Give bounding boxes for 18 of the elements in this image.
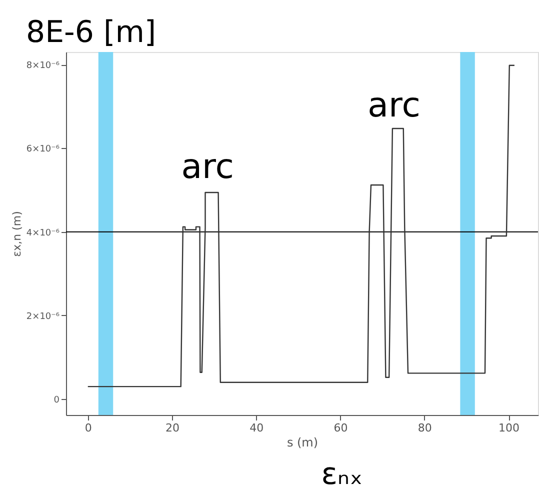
x-tick-label: 80 bbox=[418, 422, 432, 434]
x-tick-label: 40 bbox=[250, 422, 264, 434]
annotation: arc bbox=[368, 85, 420, 126]
y-tick-label: 2×10⁻⁶ bbox=[26, 312, 60, 322]
y-axis-title: εx,n (m) bbox=[10, 211, 24, 257]
x-tick-label: 0 bbox=[84, 422, 92, 434]
chart-title: 8E-6 [m] bbox=[26, 15, 156, 50]
x-tick-label: 20 bbox=[166, 422, 180, 434]
y-tick-label: 4×10⁻⁶ bbox=[26, 228, 60, 238]
y-tick-label: 6×10⁻⁶ bbox=[26, 144, 60, 155]
x-axis-title: s (m) bbox=[286, 436, 318, 450]
text: εₙₓ bbox=[321, 457, 363, 492]
y-tick-label: 8×10⁻⁶ bbox=[26, 61, 60, 72]
line-series bbox=[87, 64, 516, 388]
x-tick-label: 100 bbox=[498, 422, 520, 434]
y-tick-label: 0 bbox=[54, 396, 60, 406]
annotation: arc bbox=[181, 147, 234, 188]
x-tick-label: 60 bbox=[334, 422, 348, 434]
